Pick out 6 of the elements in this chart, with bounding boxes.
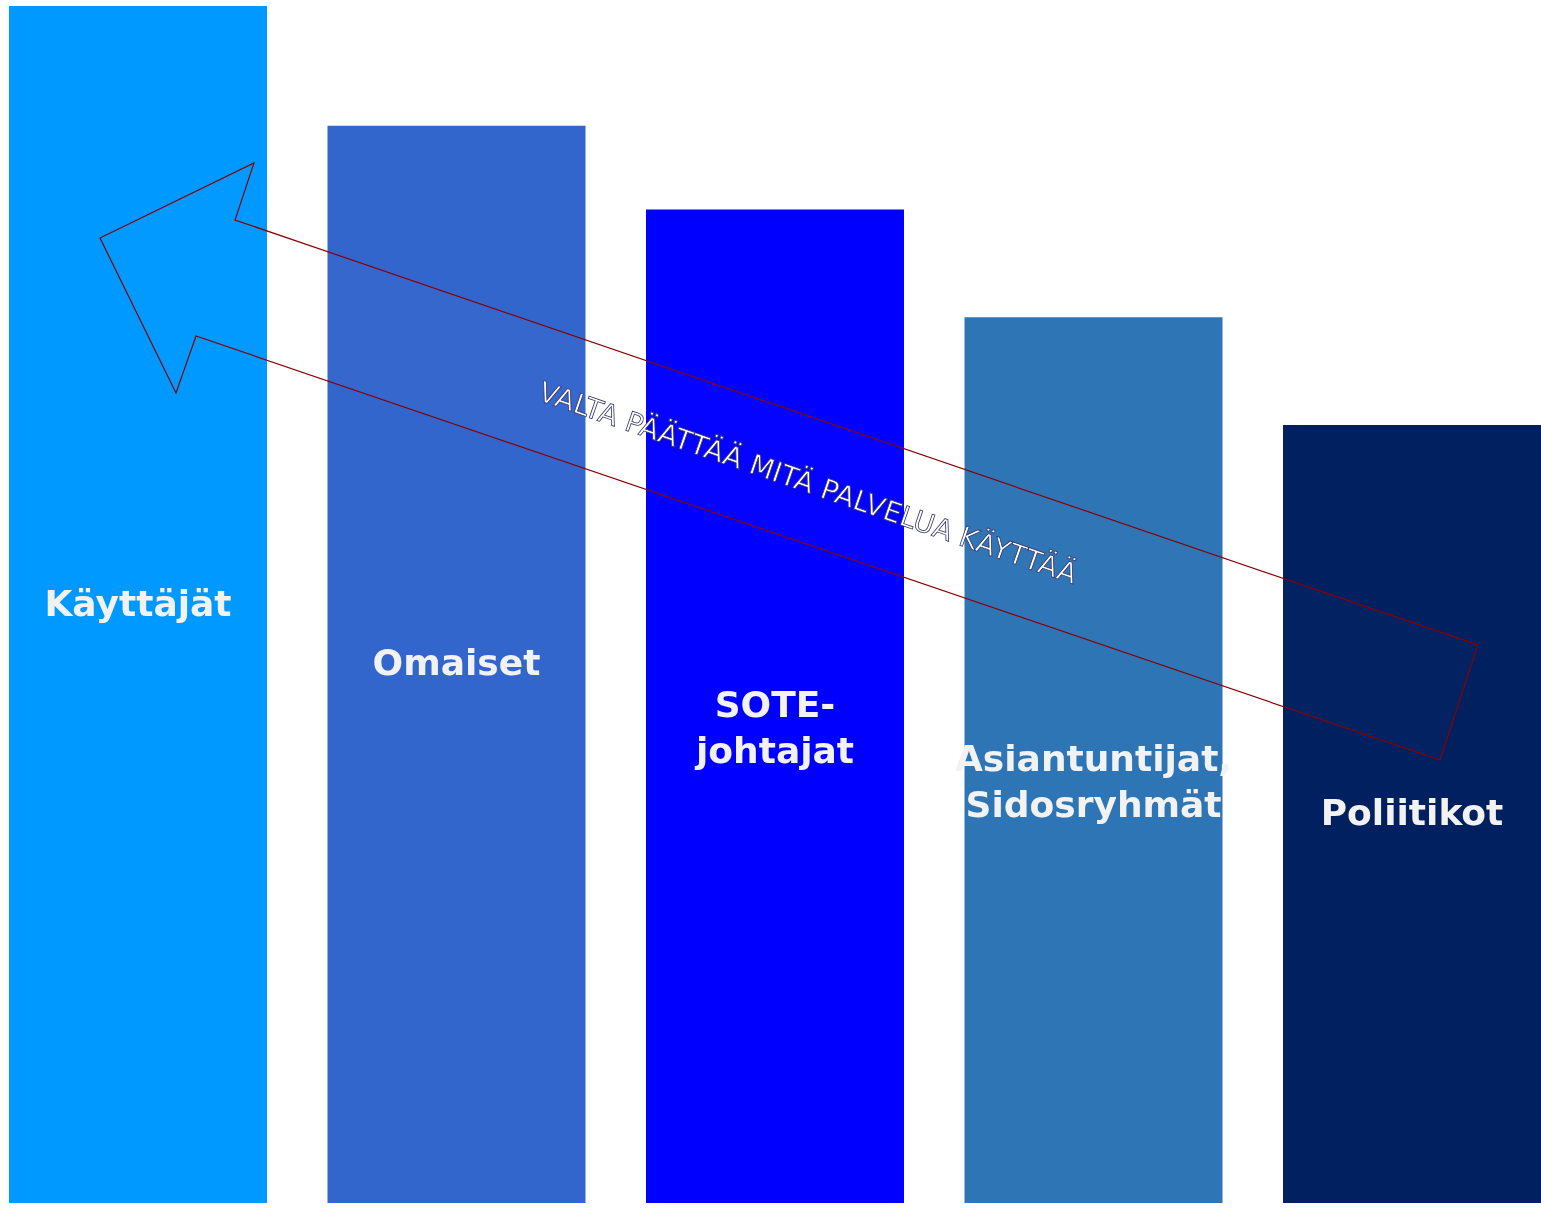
bar xyxy=(9,6,267,1203)
bar xyxy=(1283,424,1541,1203)
x-tick-label: Poliitikot xyxy=(1320,791,1504,833)
x-tick-label: Käyttäjät xyxy=(44,582,232,624)
x-tick-label: SOTE-johtajat xyxy=(693,684,855,772)
x-tick-label: Omaiset xyxy=(372,642,541,684)
